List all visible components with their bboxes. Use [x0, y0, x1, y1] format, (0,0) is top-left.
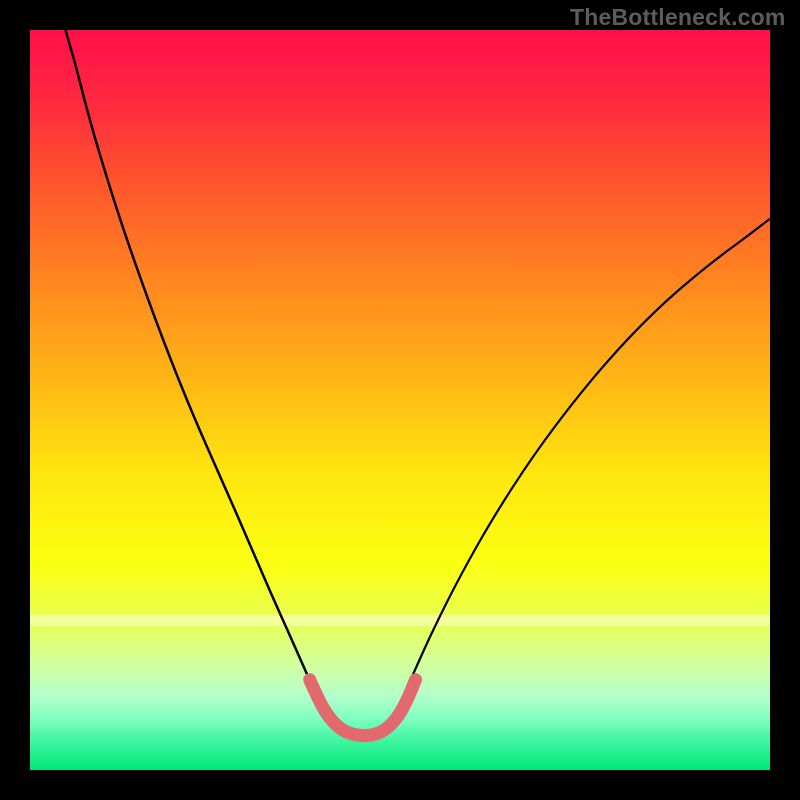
highlight-band	[30, 615, 770, 626]
plot-background	[30, 30, 770, 770]
chart-svg	[0, 0, 800, 800]
watermark-text: TheBottleneck.com	[570, 4, 786, 31]
